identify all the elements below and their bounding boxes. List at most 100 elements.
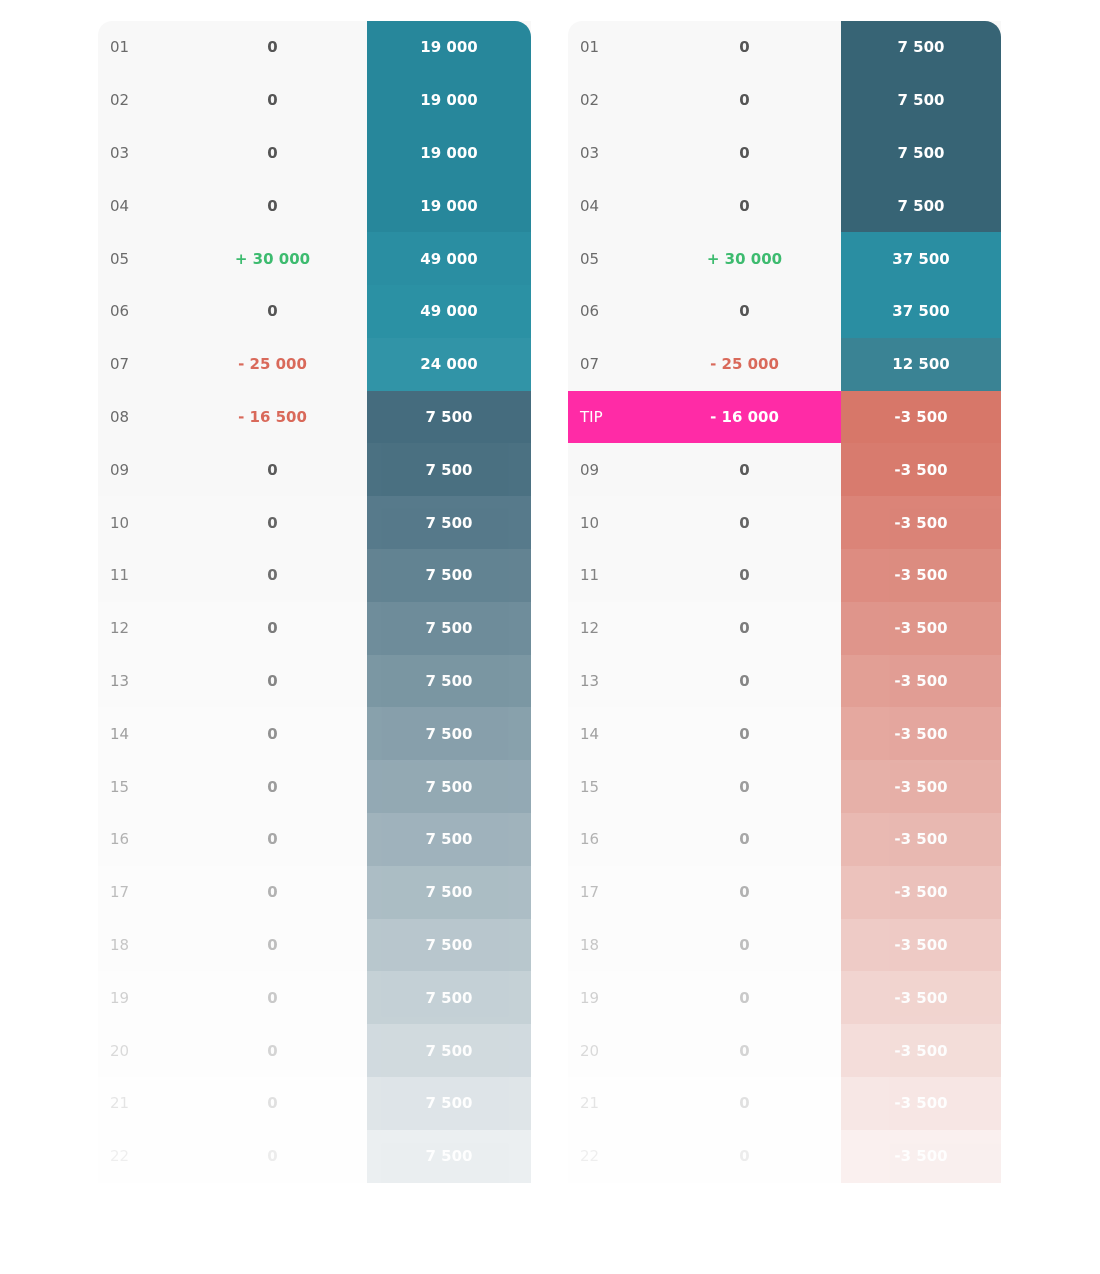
row-label: 17 <box>110 883 130 902</box>
row: 03 0 19 000 <box>98 126 531 180</box>
row-label: 02 <box>110 91 130 110</box>
change: + 30 000 <box>234 249 311 268</box>
row-label: TIP <box>580 407 603 426</box>
row: 01 0 7 500 <box>568 21 1001 74</box>
row-label: 06 <box>580 302 600 321</box>
row: 14 0 7 500 <box>98 707 531 761</box>
change: 0 <box>739 196 750 215</box>
balance: -3 500 <box>841 496 1001 549</box>
row: 11 0 7 500 <box>98 548 531 602</box>
balance: 7 500 <box>841 21 1001 74</box>
row: 04 0 7 500 <box>568 179 1001 233</box>
row-label: 09 <box>110 460 130 479</box>
row-label: 12 <box>110 619 130 638</box>
row-label: 11 <box>110 566 130 585</box>
row: 14 0 -3 500 <box>568 707 1001 761</box>
change: 0 <box>267 1041 278 1060</box>
row: 17 0 -3 500 <box>568 865 1001 919</box>
table: 01 0 7 500 02 0 7 500 03 0 7 500 04 0 7 500 05 + 30 0… <box>568 21 1001 1183</box>
balance: 7 500 <box>367 548 531 602</box>
row-label: 14 <box>110 724 130 743</box>
balance: 49 000 <box>367 284 531 338</box>
change: 0 <box>739 460 750 479</box>
balance: -3 500 <box>841 760 1001 813</box>
balance: -3 500 <box>841 1076 1001 1130</box>
row-label: 12 <box>580 619 600 638</box>
balance: 7 500 <box>367 971 531 1025</box>
row-label: 01 <box>580 38 600 57</box>
row-label: 09 <box>580 460 600 479</box>
balance: -3 500 <box>841 812 1001 866</box>
row: 19 0 7 500 <box>98 971 531 1025</box>
balance: -3 500 <box>841 971 1001 1025</box>
row-label: 05 <box>110 249 130 268</box>
row: 07 - 25 000 24 000 <box>98 337 531 391</box>
row-label: 01 <box>110 38 130 57</box>
balance: 7 500 <box>367 812 531 866</box>
balance: -3 500 <box>841 1024 1001 1077</box>
balance: -3 500 <box>841 390 1001 444</box>
row-label: 10 <box>110 513 130 532</box>
row: 20 0 -3 500 <box>568 1024 1001 1077</box>
row-label: 13 <box>580 671 600 690</box>
row-label: 03 <box>580 143 600 162</box>
row: 03 0 7 500 <box>568 126 1001 180</box>
change: 0 <box>739 830 750 849</box>
row-label: 05 <box>580 249 600 268</box>
change: 0 <box>739 883 750 902</box>
row: 13 0 -3 500 <box>568 654 1001 708</box>
row: 09 0 -3 500 <box>568 443 1001 497</box>
change: 0 <box>739 988 750 1007</box>
row: 05 + 30 000 49 000 <box>98 232 531 285</box>
change: 0 <box>267 988 278 1007</box>
change: - 16 500 <box>238 407 307 426</box>
row: 20 0 7 500 <box>98 1024 531 1077</box>
balance: 19 000 <box>367 126 531 180</box>
row-label: 02 <box>580 91 600 110</box>
change: 0 <box>739 1094 750 1113</box>
balance: -3 500 <box>841 601 1001 655</box>
change: 0 <box>739 91 750 110</box>
change: 0 <box>267 724 278 743</box>
balance: 7 500 <box>367 601 531 655</box>
balance: 19 000 <box>367 73 531 127</box>
balance: 37 500 <box>841 232 1001 285</box>
row: 18 0 -3 500 <box>568 918 1001 972</box>
row: 17 0 7 500 <box>98 865 531 919</box>
row: 01 0 19 000 <box>98 21 531 74</box>
balance: 7 500 <box>367 654 531 708</box>
change: 0 <box>267 1094 278 1113</box>
change: 0 <box>267 883 278 902</box>
balance: 37 500 <box>841 284 1001 338</box>
row: 15 0 -3 500 <box>568 760 1001 813</box>
row-label: 18 <box>110 935 130 954</box>
change: 0 <box>739 619 750 638</box>
balance: 7 500 <box>841 179 1001 233</box>
row-label: 19 <box>580 988 600 1007</box>
change: 0 <box>739 935 750 954</box>
change: 0 <box>739 302 750 321</box>
change: - 25 000 <box>710 355 779 374</box>
row-label: 18 <box>580 935 600 954</box>
row-label: 04 <box>580 196 600 215</box>
balance: -3 500 <box>841 1129 1001 1183</box>
row: 10 0 -3 500 <box>568 496 1001 549</box>
change: 0 <box>739 724 750 743</box>
row: 05 + 30 000 37 500 <box>568 232 1001 285</box>
balance: -3 500 <box>841 443 1001 497</box>
row-label: 15 <box>580 777 600 796</box>
change: 0 <box>267 513 278 532</box>
row-label: 07 <box>110 355 130 374</box>
row: 16 0 7 500 <box>98 812 531 866</box>
balance: 7 500 <box>841 126 1001 180</box>
row: 19 0 -3 500 <box>568 971 1001 1025</box>
balance: 7 500 <box>367 707 531 761</box>
row: 09 0 7 500 <box>98 443 531 497</box>
balance: -3 500 <box>841 707 1001 761</box>
balance: -3 500 <box>841 654 1001 708</box>
change: - 16 000 <box>710 407 779 426</box>
row-label: 16 <box>110 830 130 849</box>
row: 08 - 16 500 7 500 <box>98 390 531 444</box>
balance: 7 500 <box>367 865 531 919</box>
change: 0 <box>739 671 750 690</box>
